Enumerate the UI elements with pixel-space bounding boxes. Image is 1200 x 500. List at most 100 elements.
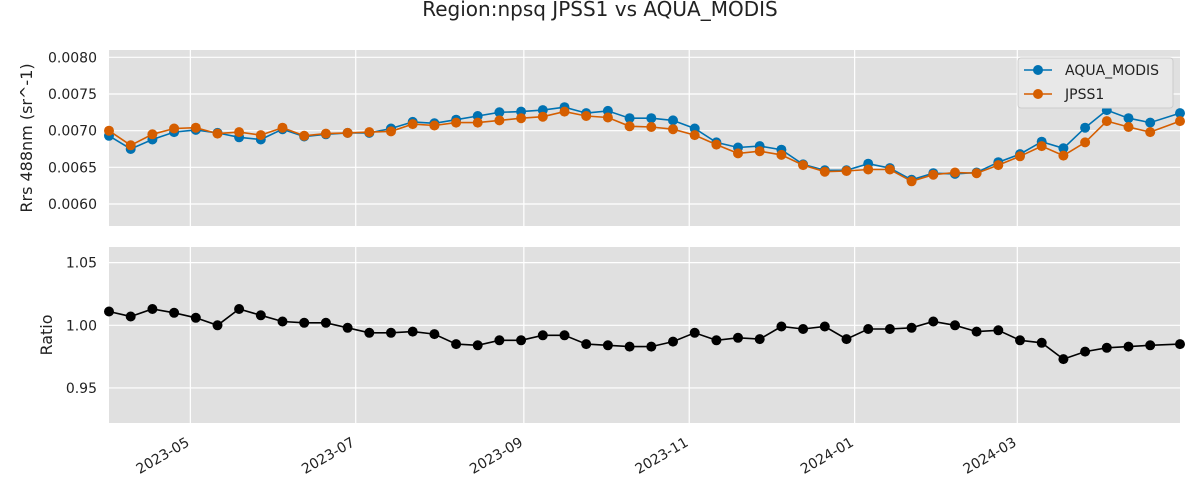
ratio-data-point — [169, 307, 180, 318]
top-y-tick-label: 0.0070 — [48, 124, 97, 140]
jpss1-data-point — [494, 115, 505, 126]
jpss1-data-point — [1036, 141, 1047, 152]
ratio-data-point — [234, 304, 245, 314]
x-tick-label: 2023-11 — [633, 435, 692, 478]
jpss1-data-point — [212, 128, 223, 139]
ratio-data-point — [147, 304, 158, 314]
ratio-data-point — [798, 324, 809, 334]
ratio-data-point — [364, 327, 375, 338]
x-tick-label: 2023-05 — [134, 435, 193, 478]
aqua-modis-data-point — [1058, 143, 1069, 154]
aqua-modis-data-point — [668, 115, 678, 126]
jpss1-data-point — [646, 122, 657, 132]
jpss1-data-point — [668, 124, 678, 135]
legend-box — [1017, 57, 1174, 109]
top-panel-background — [109, 50, 1180, 226]
jpss1-data-point — [1175, 116, 1185, 127]
x-tick-label: 2024-03 — [961, 435, 1020, 478]
jpss1-data-point — [104, 125, 114, 136]
bottom-y-tick-label: 0.95 — [66, 381, 97, 397]
jpss1-data-point — [950, 167, 960, 178]
jpss1-data-point — [624, 121, 635, 132]
ratio-data-point — [407, 326, 418, 337]
jpss1-data-point — [190, 122, 201, 133]
aqua-modis-data-point — [1080, 122, 1091, 133]
ratio-data-point — [1101, 342, 1112, 353]
jpss1-data-point — [1058, 150, 1069, 161]
jpss1-data-point — [234, 127, 245, 138]
jpss1-data-point — [125, 140, 136, 151]
ratio-data-point — [711, 335, 722, 346]
jpss1-data-point — [1080, 137, 1091, 148]
aqua-modis-data-point — [624, 113, 635, 124]
jpss1-data-point — [863, 164, 874, 175]
ratio-data-point — [646, 341, 657, 352]
jpss1-data-point — [928, 169, 939, 180]
x-tick-label: 2023-09 — [467, 435, 526, 478]
jpss1-data-point — [906, 176, 917, 187]
ratio-data-point — [1058, 354, 1069, 365]
aqua-modis-data-point — [1145, 117, 1156, 128]
aqua-modis-data-point — [646, 113, 657, 124]
ratio-data-point — [841, 334, 852, 345]
bottom-panel: 0.95 1.00 1.05 Ratio — [37, 247, 1185, 423]
ratio-data-point — [733, 332, 743, 343]
bottom-panel-background — [109, 247, 1180, 423]
ratio-data-point — [928, 316, 939, 327]
chart-title: Region:npsq JPSS1 vs AQUA_MODIS — [422, 0, 777, 21]
ratio-data-point — [884, 324, 895, 334]
aqua-modis-data-point — [1123, 113, 1134, 124]
jpss1-data-point — [602, 112, 613, 123]
ratio-data-point — [104, 306, 114, 317]
x-axis-ticks: 2023-05 2023-07 2023-09 2023-11 2024-01 2024-… — [134, 435, 1020, 478]
x-tick-label: 2023-07 — [299, 435, 358, 478]
ratio-data-point — [429, 329, 440, 340]
ratio-data-point — [386, 327, 396, 338]
jpss1-data-point — [971, 168, 982, 179]
jpss1-data-point — [429, 120, 440, 131]
ratio-data-point — [754, 334, 765, 345]
jpss1-data-point — [1123, 122, 1134, 132]
jpss1-data-point — [255, 130, 266, 141]
ratio-data-point — [451, 339, 462, 350]
ratio-data-point — [624, 341, 635, 352]
jpss1-data-point — [884, 164, 895, 175]
ratio-data-point — [516, 335, 527, 346]
bottom-y-tick-label: 1.00 — [66, 318, 97, 334]
jpss1-data-point — [1015, 151, 1025, 162]
ratio-data-point — [494, 335, 505, 346]
ratio-data-point — [472, 340, 483, 351]
top-panel-y-ticks: 0.0060 0.0065 0.0070 0.0075 0.0080 — [48, 50, 97, 213]
top-y-tick-label: 0.0065 — [48, 160, 97, 176]
jpss1-data-point — [169, 123, 180, 134]
ratio-data-point — [819, 321, 830, 332]
ratio-data-point — [602, 340, 613, 351]
jpss1-data-point — [516, 113, 527, 124]
jpss1-data-point — [1145, 127, 1156, 138]
top-y-tick-label: 0.0080 — [48, 50, 97, 66]
jpss1-data-point — [776, 149, 787, 160]
legend-marker-jpss1 — [1033, 89, 1043, 99]
jpss1-data-point — [342, 127, 353, 138]
jpss1-data-point — [364, 127, 375, 138]
ratio-data-point — [559, 330, 570, 341]
jpss1-data-point — [819, 166, 830, 177]
top-panel-series — [104, 102, 1185, 187]
jpss1-data-point — [689, 130, 700, 141]
ratio-data-point — [255, 310, 266, 321]
ratio-data-point — [1145, 340, 1156, 351]
jpss1-data-point — [754, 146, 765, 157]
ratio-data-point — [1036, 337, 1047, 348]
ratio-data-point — [906, 322, 917, 333]
jpss1-data-point — [711, 139, 722, 150]
aqua-modis-data-point — [1175, 108, 1185, 119]
ratio-data-point — [277, 316, 288, 327]
legend: AQUA_MODIS JPSS1 — [1017, 57, 1174, 109]
jpss1-data-point — [451, 117, 462, 128]
ratio-data-point — [125, 311, 136, 322]
ratio-data-point — [950, 320, 960, 331]
top-y-tick-label: 0.0060 — [48, 197, 97, 213]
ratio-data-point — [993, 325, 1004, 336]
jpss1-data-point — [277, 122, 288, 133]
